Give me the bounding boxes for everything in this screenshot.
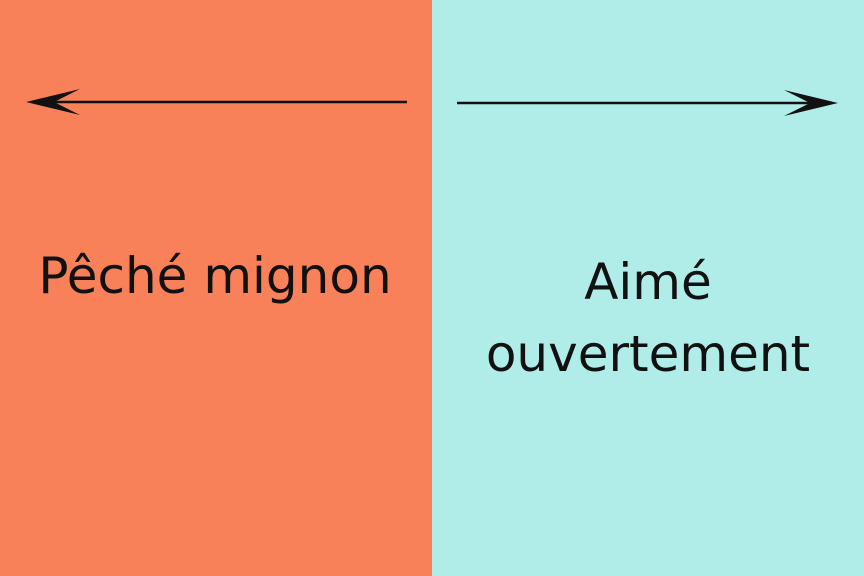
left-panel: Pêché mignon (0, 0, 432, 576)
arrow-right-icon (457, 90, 838, 116)
left-label-text: Pêché mignon (38, 247, 392, 305)
right-label: Aimé ouvertement (432, 246, 864, 390)
arrow-left-head (26, 89, 80, 115)
arrow-right-head (784, 90, 838, 116)
right-panel: Aimé ouvertement (432, 0, 864, 576)
left-label: Pêché mignon (0, 240, 430, 312)
right-label-line-1: Aimé (584, 253, 712, 311)
arrow-left-icon (26, 89, 407, 115)
right-label-line-2: ouvertement (485, 325, 811, 383)
